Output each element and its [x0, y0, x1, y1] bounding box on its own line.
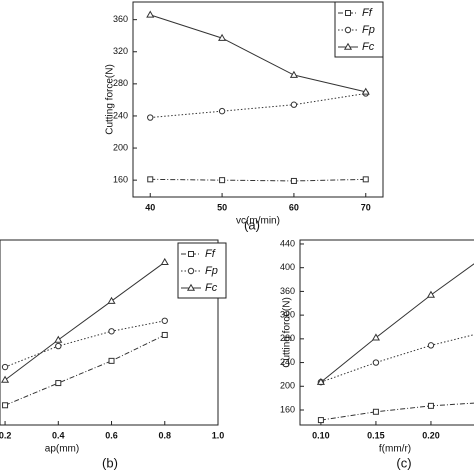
data-point	[55, 342, 62, 350]
data-point	[426, 290, 436, 298]
data-point	[107, 296, 116, 304]
x-tick-label: 0.15	[367, 430, 385, 440]
data-point	[219, 177, 226, 184]
data-point	[54, 335, 63, 343]
legend-marker	[188, 251, 194, 257]
data-point	[218, 33, 227, 41]
data-point	[289, 70, 298, 78]
x-tick-label: 70	[361, 202, 371, 212]
x-tick-label: 50	[217, 202, 227, 212]
data-point	[361, 87, 370, 95]
data-point	[161, 317, 168, 324]
legend-label: Fc	[205, 282, 218, 294]
data-point	[372, 408, 379, 415]
x-axis-label: f(mm/r)	[379, 444, 411, 455]
data-point	[362, 176, 369, 183]
x-tick-label: 40	[145, 202, 155, 212]
legend-label: Fp	[205, 265, 218, 277]
x-axis-label: vc(m/min)	[236, 216, 280, 227]
data-point	[427, 342, 435, 349]
data-point	[1, 363, 9, 371]
plot-frame	[0, 239, 219, 426]
series-line	[150, 178, 366, 182]
x-tick-label: 1.0	[212, 430, 225, 440]
caption: (b)	[102, 455, 118, 470]
y-tick-label: 200	[113, 142, 128, 152]
data-point	[2, 402, 9, 409]
data-point	[108, 357, 115, 364]
data-point	[147, 176, 154, 183]
series-line	[4, 261, 166, 381]
y-tick-label: 240	[113, 110, 128, 120]
y-tick-label: 400	[280, 262, 295, 272]
legend-label: Fp	[362, 24, 375, 36]
data-point	[161, 331, 168, 338]
legend-label: Fc	[362, 41, 375, 53]
series-line	[320, 334, 474, 383]
legend-label: Ff	[362, 7, 373, 19]
y-tick-label: 320	[113, 46, 128, 56]
series-line	[150, 92, 366, 119]
legend-label: Ff	[205, 248, 216, 260]
data-point	[147, 114, 154, 121]
legend-marker	[345, 10, 351, 16]
y-tick-label: 320	[280, 310, 295, 320]
data-point	[371, 333, 380, 341]
x-tick-label: 0.4	[52, 430, 65, 440]
y-axis-label: Cutting force(N)	[282, 297, 293, 368]
data-point	[146, 10, 155, 18]
data-point	[0, 375, 10, 383]
caption: (a)	[244, 217, 260, 232]
plot-frame	[299, 239, 474, 426]
series-line	[4, 334, 165, 406]
y-tick-label: 240	[280, 357, 295, 367]
y-tick-label: 280	[113, 78, 128, 88]
caption: (c)	[396, 455, 411, 470]
data-point	[317, 417, 324, 424]
series-line	[150, 14, 366, 93]
data-point	[290, 177, 297, 184]
y-tick-label: 280	[280, 333, 295, 343]
data-point	[290, 101, 298, 108]
x-tick-label: 0.20	[422, 430, 440, 440]
data-point	[160, 257, 169, 265]
x-tick-label: 0.6	[105, 430, 118, 440]
data-point	[316, 377, 325, 385]
series-line	[320, 263, 474, 383]
y-tick-label: 360	[113, 14, 128, 24]
data-point	[55, 380, 62, 387]
x-tick-label: 0.8	[159, 430, 172, 440]
y-tick-label: 160	[280, 404, 295, 414]
y-tick-label: 360	[280, 286, 295, 296]
data-point	[218, 107, 226, 115]
series-line	[320, 402, 474, 421]
y-tick-label: 200	[280, 381, 295, 391]
data-point	[372, 359, 380, 366]
y-tick-label: 440	[280, 238, 295, 248]
y-tick-label: 160	[113, 175, 128, 185]
x-tick-label: 0.2	[0, 430, 11, 440]
legend-marker	[343, 42, 353, 50]
legend-marker	[344, 26, 352, 34]
data-point	[427, 402, 434, 409]
data-point	[108, 328, 115, 335]
y-axis-label: Cutting force(N)	[105, 64, 116, 135]
x-axis-label: ap(mm)	[45, 444, 79, 455]
x-tick-label: 0.10	[312, 430, 330, 440]
legend-marker	[186, 283, 196, 291]
legend-marker	[187, 267, 195, 275]
plot-frame	[132, 1, 384, 198]
series-line	[4, 320, 165, 368]
x-tick-label: 60	[289, 202, 299, 212]
